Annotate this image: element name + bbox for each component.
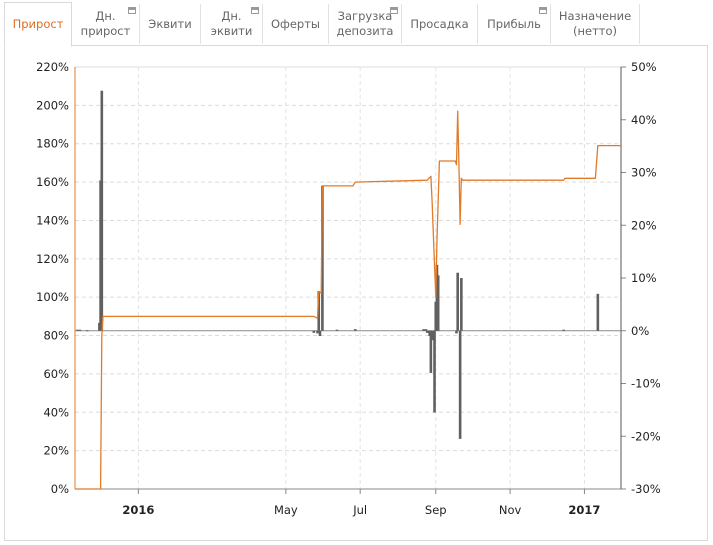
daily-growth-bar — [76, 329, 79, 331]
tab-deposit-load[interactable]: Загрузка депозита — [329, 4, 402, 44]
y-right-tick-label: 10% — [631, 271, 657, 285]
tab-label: Дн. эквити — [210, 9, 253, 38]
window-icon — [390, 7, 398, 14]
y-left-tick-label: 200% — [36, 98, 69, 112]
daily-growth-bar — [78, 329, 82, 331]
tab-label: Назначение (нетто) — [558, 9, 632, 38]
tab-growth[interactable]: Прирост — [4, 2, 72, 47]
y-left-tick-label: 120% — [36, 252, 69, 266]
y-left-tick-label: 0% — [51, 482, 69, 496]
daily-growth-bar — [312, 330, 316, 333]
daily-growth-bar — [433, 330, 436, 413]
cumulative-growth-line — [75, 110, 621, 490]
y-right-tick-label: 30% — [631, 166, 657, 180]
tab-label: Оферты — [270, 16, 321, 31]
daily-growth-bar — [436, 275, 440, 331]
daily-growth-bar — [85, 330, 89, 332]
x-tick-label: 2016 — [122, 503, 154, 517]
y-left-tick-label: 20% — [43, 444, 69, 458]
x-tick-label: 2017 — [568, 503, 600, 517]
tab-profit[interactable]: Прибыль — [478, 4, 551, 44]
y-left-tick-label: 80% — [43, 329, 69, 343]
daily-growth-bar — [316, 330, 319, 334]
tab-label: Прибыль — [487, 16, 541, 31]
daily-growth-bar — [460, 278, 463, 331]
x-tick-label: Nov — [499, 503, 522, 517]
daily-growth-bar — [317, 291, 321, 331]
y-left-tick-label: 160% — [36, 175, 69, 189]
tab-assignment-net[interactable]: Назначение (нетто) — [551, 4, 640, 44]
y-right-tick-label: 50% — [631, 60, 657, 74]
daily-growth-bar — [456, 272, 459, 331]
daily-growth-bar — [425, 330, 429, 333]
tab-daily-growth[interactable]: Дн. прирост — [72, 4, 140, 44]
daily-growth-bar — [335, 329, 339, 331]
y-right-tick-label: -30% — [631, 482, 661, 496]
y-right-tick-label: -10% — [631, 377, 661, 391]
tab-bar: Прирост Дн. прирост Эквити Дн. эквити Оф… — [0, 0, 713, 47]
y-left-tick-label: 100% — [36, 290, 69, 304]
y-left-tick-label: 60% — [43, 367, 69, 381]
daily-growth-bar — [422, 329, 425, 331]
x-tick-label: Sep — [425, 503, 447, 517]
tab-label: Дн. прирост — [80, 9, 131, 38]
tab-daily-equity[interactable]: Дн. эквити — [201, 4, 263, 44]
tab-label: Просадка — [410, 16, 469, 31]
chart-panel — [4, 45, 708, 541]
window-icon — [251, 7, 259, 14]
y-left-tick-label: 140% — [36, 213, 69, 227]
daily-growth-bar — [455, 330, 458, 334]
tab-equity[interactable]: Эквити — [140, 4, 201, 44]
tab-label: Эквити — [148, 16, 192, 31]
tab-label: Прирост — [12, 17, 64, 31]
y-left-tick-label: 220% — [36, 60, 69, 74]
daily-growth-bar — [562, 329, 566, 331]
y-right-tick-label: 40% — [631, 113, 657, 127]
window-icon — [539, 7, 547, 14]
window-icon — [128, 7, 136, 14]
daily-growth-bar — [354, 329, 357, 331]
tab-drawdown[interactable]: Просадка — [402, 4, 478, 44]
y-right-tick-label: -20% — [631, 429, 661, 443]
y-right-tick-label: 0% — [631, 324, 649, 338]
x-tick-label: Jul — [352, 503, 367, 517]
daily-growth-bar — [458, 330, 462, 439]
y-left-tick-label: 180% — [36, 137, 69, 151]
tab-label: Загрузка депозита — [336, 9, 394, 38]
daily-growth-bar — [321, 185, 324, 331]
daily-growth-bar — [424, 329, 428, 331]
daily-growth-bar — [429, 330, 433, 373]
y-right-tick-label: 20% — [631, 218, 657, 232]
daily-growth-bar — [318, 330, 322, 337]
y-left-tick-label: 40% — [43, 405, 69, 419]
x-tick-label: May — [274, 503, 298, 517]
daily-growth-bar — [596, 293, 600, 331]
tab-offers[interactable]: Оферты — [263, 4, 329, 44]
daily-growth-bar — [100, 90, 104, 331]
